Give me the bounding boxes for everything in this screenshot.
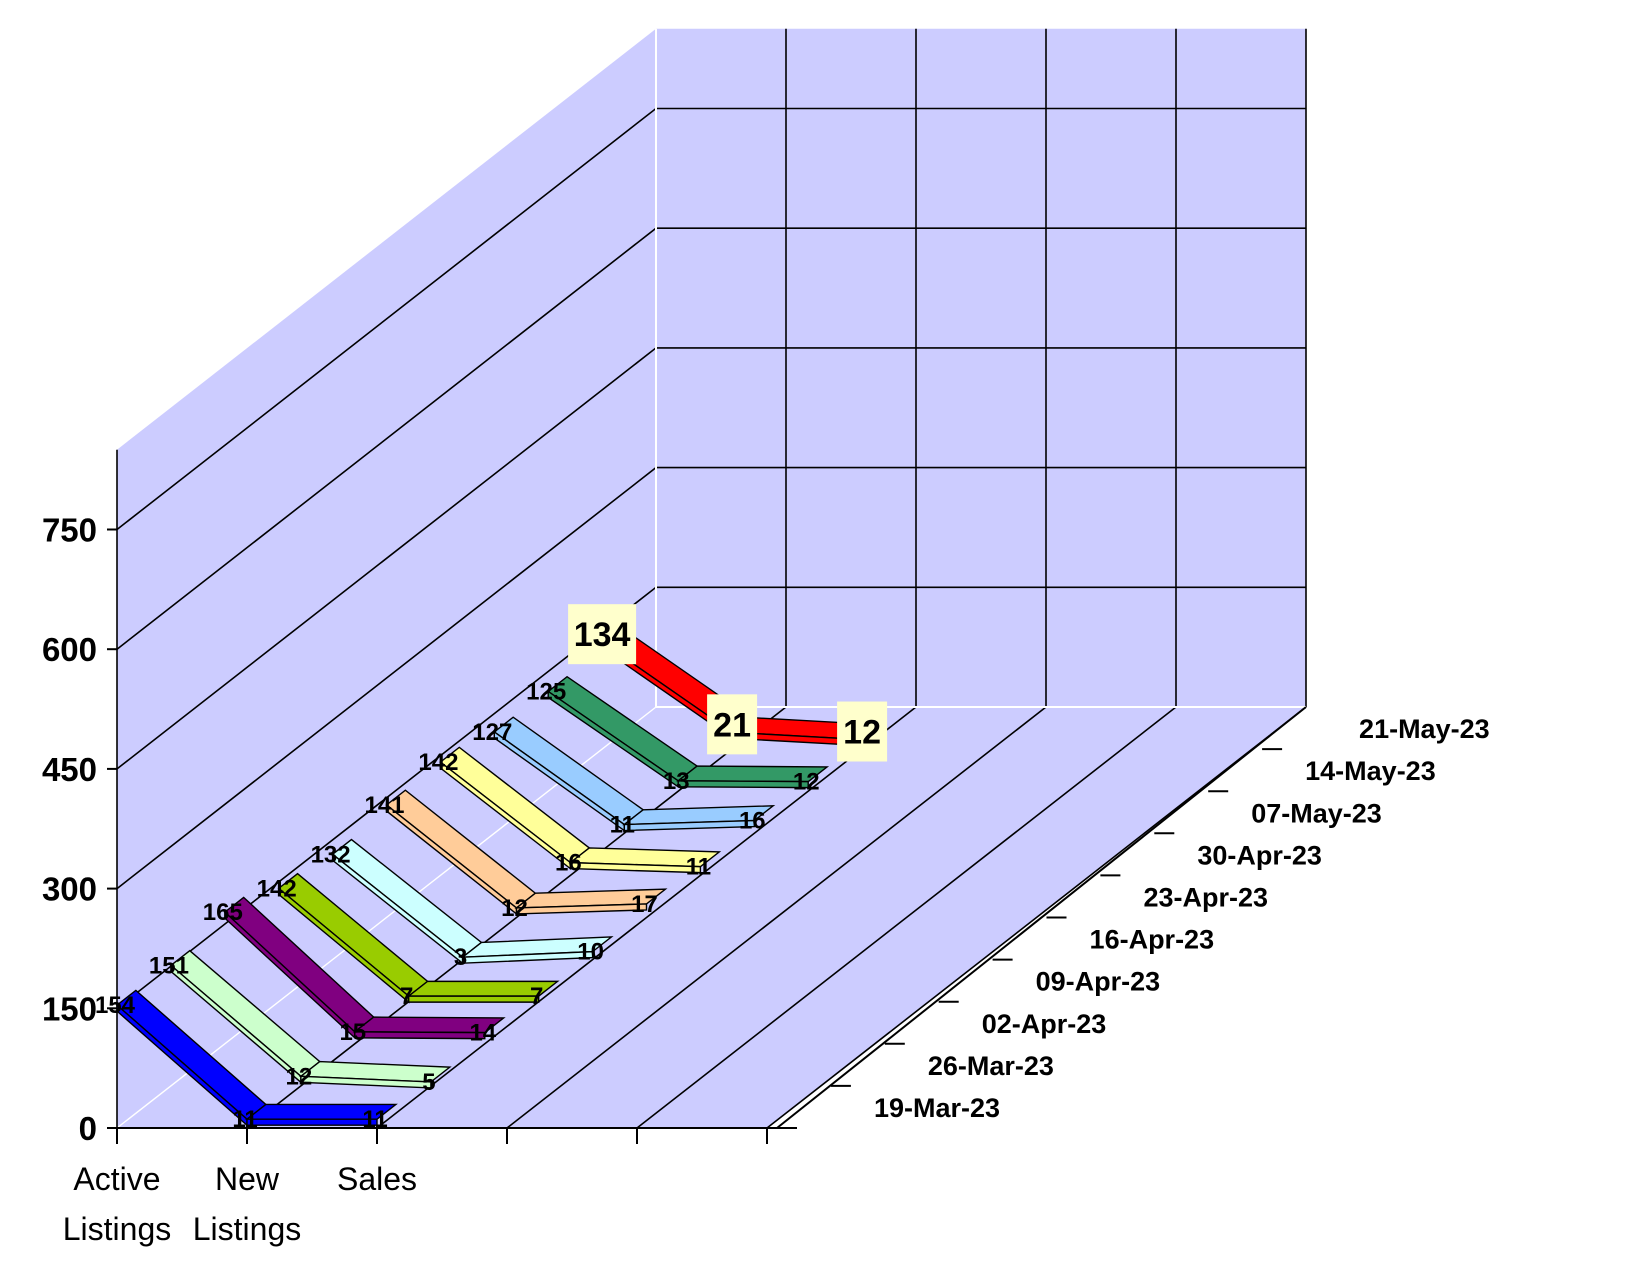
data-label: 11 — [362, 1106, 387, 1133]
data-label: 127 — [472, 719, 512, 746]
y-tick-label: 150 — [42, 990, 97, 1027]
x-category-label: Active — [73, 1161, 160, 1197]
data-label: 132 — [311, 841, 351, 868]
data-label: 7 — [530, 983, 543, 1010]
depth-axis-label: 21-May-23 — [1359, 714, 1490, 744]
data-label: 21 — [713, 706, 751, 744]
y-tick-label: 750 — [42, 512, 97, 549]
data-label: 11 — [232, 1106, 257, 1133]
data-label: 12 — [501, 895, 528, 922]
x-category-label: Listings — [63, 1211, 172, 1247]
gridline-floor — [506, 706, 1047, 1129]
depth-axis-label: 19-Mar-23 — [874, 1093, 1000, 1123]
data-label: 5 — [422, 1069, 435, 1096]
data-label: 12 — [286, 1063, 313, 1090]
depth-axis-label: 16-Apr-23 — [1090, 925, 1215, 955]
data-label-box — [707, 694, 758, 755]
series-ribbon — [331, 838, 614, 965]
data-label: 10 — [577, 939, 604, 966]
data-label-box — [568, 604, 637, 665]
data-label: 15 — [339, 1019, 366, 1046]
chart-back-wall — [656, 28, 1306, 707]
depth-axis-label: 07-May-23 — [1251, 798, 1382, 828]
data-label-box — [837, 701, 888, 762]
data-label: 16 — [739, 808, 766, 835]
gridline-floor — [376, 706, 917, 1129]
data-label: 16 — [555, 850, 582, 877]
depth-axis-line — [776, 706, 1307, 1129]
depth-axis-label: 09-Apr-23 — [1036, 967, 1161, 997]
depth-axis-label: 02-Apr-23 — [982, 1009, 1107, 1039]
data-label: 11 — [610, 812, 635, 839]
data-label: 12 — [843, 714, 881, 752]
gridline-floor — [636, 706, 1177, 1129]
series-ribbon — [385, 789, 668, 916]
data-label: 7 — [400, 983, 413, 1010]
chart-axes: 0 150 300 450 600 750 Active Listings New Listing… — [42, 449, 1490, 1247]
data-label: 134 — [574, 616, 631, 654]
chart-series — [115, 626, 883, 1127]
data-label: 3 — [454, 944, 467, 971]
ribbon-face — [515, 903, 648, 915]
data-label: 151 — [149, 952, 189, 979]
data-label: 125 — [526, 678, 566, 705]
ribbon-face — [677, 780, 809, 789]
x-category-label: Listings — [193, 1211, 302, 1247]
y-tick-label: 0 — [79, 1110, 97, 1147]
data-label: 142 — [418, 749, 458, 776]
ribbon-face — [300, 1075, 432, 1089]
series-ribbon — [169, 949, 452, 1089]
series-ribbon — [115, 989, 398, 1127]
data-label: 154 — [95, 992, 136, 1019]
ribbon-face — [569, 861, 702, 874]
data-label: 141 — [364, 792, 404, 819]
ribbon-face — [408, 995, 540, 1003]
series-ribbon — [223, 896, 506, 1040]
data-label: 13 — [663, 768, 690, 795]
depth-axis-label: 23-Apr-23 — [1143, 882, 1268, 912]
series-ribbon — [547, 675, 830, 789]
ribbon-face — [354, 1031, 486, 1040]
ribbon-face — [461, 950, 594, 964]
data-label: 12 — [793, 769, 820, 796]
x-category-label: New — [215, 1161, 280, 1197]
y-tick-label: 600 — [42, 631, 97, 668]
y-tick-label: 300 — [42, 871, 97, 908]
data-label: 11 — [686, 854, 711, 881]
depth-axis-label: 26-Mar-23 — [928, 1051, 1054, 1081]
data-label: 142 — [257, 875, 297, 902]
series-ribbon — [439, 746, 722, 874]
data-label: 165 — [203, 899, 243, 926]
y-tick-label: 450 — [42, 751, 97, 788]
data-label: 17 — [631, 891, 658, 918]
x-category-label: Sales — [337, 1161, 417, 1197]
chart-side-wall — [117, 28, 656, 1129]
ribbon-face — [246, 1118, 378, 1126]
data-label: 14 — [469, 1020, 496, 1047]
depth-axis-label: 14-May-23 — [1305, 756, 1436, 786]
gridline-floor — [766, 706, 1307, 1129]
series-ribbon — [493, 716, 776, 832]
ribbon-face — [623, 819, 755, 832]
depth-axis-label: 30-Apr-23 — [1197, 840, 1322, 870]
series-ribbon — [277, 872, 560, 1004]
